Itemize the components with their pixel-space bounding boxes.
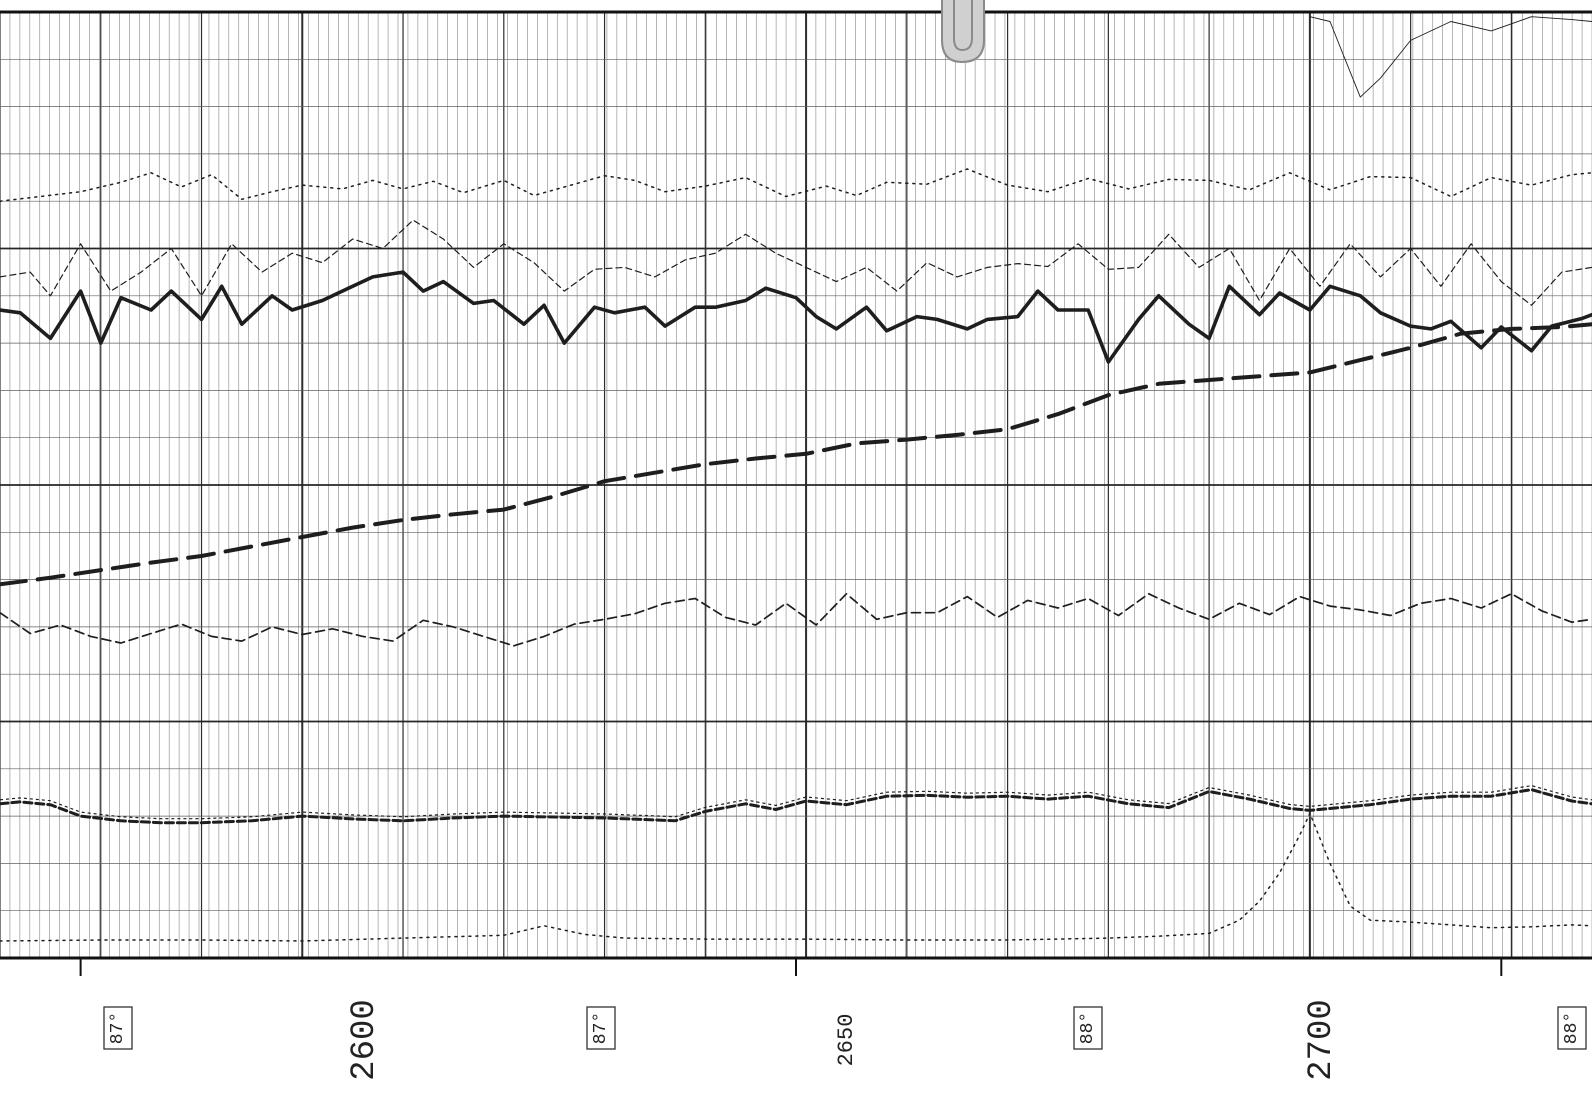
curves: [0, 16, 1592, 942]
curve-bold-solid-curve: [0, 270, 1592, 364]
boxed-label: 87°: [103, 1006, 133, 1050]
svg-text:88°: 88°: [1562, 1012, 1582, 1044]
boxed-label: 88°: [1073, 1006, 1103, 1050]
curve-lower-double-dashed: [0, 788, 1592, 825]
curve-lower-double-dashed-companion: [0, 784, 1592, 820]
curve-bottom-dotted-bump: [0, 812, 1592, 942]
curve-top-thin-spike: [1309, 16, 1592, 98]
svg-text:88°: 88°: [1078, 1012, 1098, 1044]
curve-upper-dotted: [0, 168, 1592, 202]
depth-label: 2700: [1303, 999, 1341, 1081]
curve-middle-dashed-jagged: [0, 592, 1592, 647]
boxed-label: 88°: [1557, 1006, 1587, 1050]
depth-label: 2650: [834, 1014, 859, 1067]
grid: [0, 10, 1592, 960]
curve-long-dash-trend: [0, 322, 1592, 587]
boxed-label: 87°: [586, 1006, 616, 1050]
pen-clip-icon: [941, 0, 985, 64]
depth-label: 2600: [346, 999, 384, 1081]
svg-text:87°: 87°: [591, 1012, 611, 1044]
curve-thin-dashed-peaks: [0, 219, 1592, 306]
depth-axis: [79, 958, 1503, 976]
svg-text:87°: 87°: [108, 1012, 128, 1044]
